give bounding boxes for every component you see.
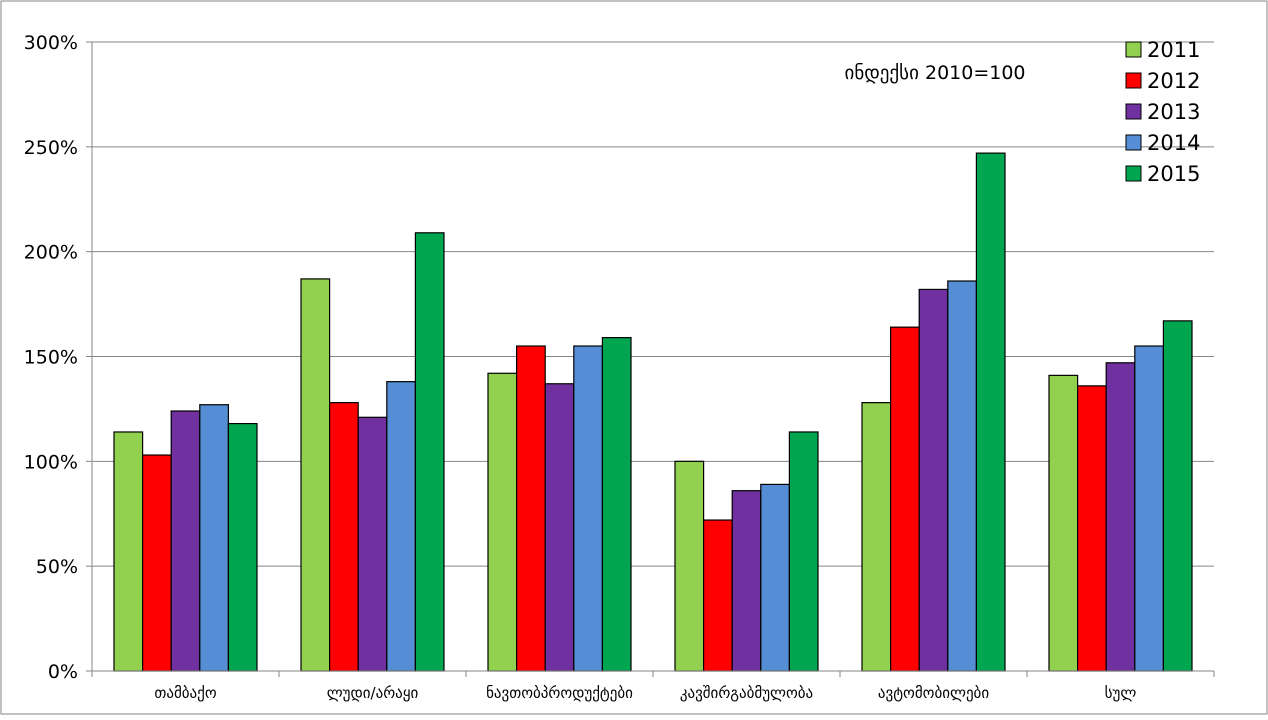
y-axis-tick-labels: 0% 50% 100% 150% 200% 250% 300% [24,32,78,683]
legend-label: 2015 [1147,162,1200,186]
x-axis-tick-labels: თამბაქო ლუდი/არაყი ნავთობპროდუქტები კავშირგ… [154,684,1136,702]
bar-2012 [515,345,546,672]
y-tick-label: 250% [24,137,78,159]
bar-2012 [702,519,733,672]
bar-2011 [487,372,518,672]
bar-2014 [760,483,790,672]
legend-label: 2014 [1147,131,1200,155]
bar-2013 [731,490,762,672]
bar-2012 [889,326,920,672]
y-tick-label: 50% [36,556,78,578]
bar-2013 [1105,362,1136,672]
legend-label: 2011 [1147,38,1200,62]
bar-2014 [1134,345,1165,672]
bar-2013 [544,383,575,672]
legend-swatch-2014 [1125,134,1142,151]
axes [91,42,1215,677]
legend-label: 2012 [1147,69,1200,93]
y-tick-label: 150% [24,347,78,369]
bar-2012 [142,454,172,672]
bar-2014 [573,345,603,672]
x-tick-label: სულ [1105,684,1137,702]
legend-label: 2013 [1147,100,1200,124]
x-tick-label: თამბაქო [154,684,217,702]
y-tick-label: 200% [24,242,78,264]
legend-swatch-2012 [1125,72,1142,89]
x-tick-label: ლუდი/არაყი [327,684,419,702]
legend-swatch-2011 [1125,41,1142,58]
x-tick-label: ნავთობპროდუქტები [486,684,633,702]
y-tick-label: 0% [48,661,78,683]
x-tick-label: ავტომობილები [878,684,989,702]
bar-2014 [947,280,977,672]
bar-2015 [788,431,819,672]
legend: 2011 2012 2013 2014 2015 [1125,38,1200,186]
gridlines [86,41,1214,672]
x-tick-label: კავშირგაბმულობა [680,684,813,702]
bar-2015 [414,232,445,672]
bar-2015 [601,337,632,672]
y-tick-label: 100% [24,451,78,473]
legend-swatch-2015 [1125,165,1142,182]
bar-2012 [329,402,359,672]
bar-2012 [1076,385,1107,672]
bar-2011 [861,402,892,672]
bars [113,152,1193,672]
legend-swatch-2013 [1125,103,1142,120]
index-annotation: ინდექსი 2010=100 [844,62,1025,84]
bar-2015 [1162,320,1193,672]
bar-2014 [386,381,416,672]
bar-2015 [227,422,258,672]
bar-2013 [357,416,388,672]
bar-2014 [199,404,230,672]
bar-2011 [674,460,705,672]
bar-2013 [918,288,949,672]
bar-2013 [170,410,201,672]
bar-2011 [1048,374,1079,672]
bar-2015 [975,152,1006,672]
bar-2011 [113,431,144,672]
bar-2011 [300,278,331,672]
y-tick-label: 300% [24,32,78,54]
